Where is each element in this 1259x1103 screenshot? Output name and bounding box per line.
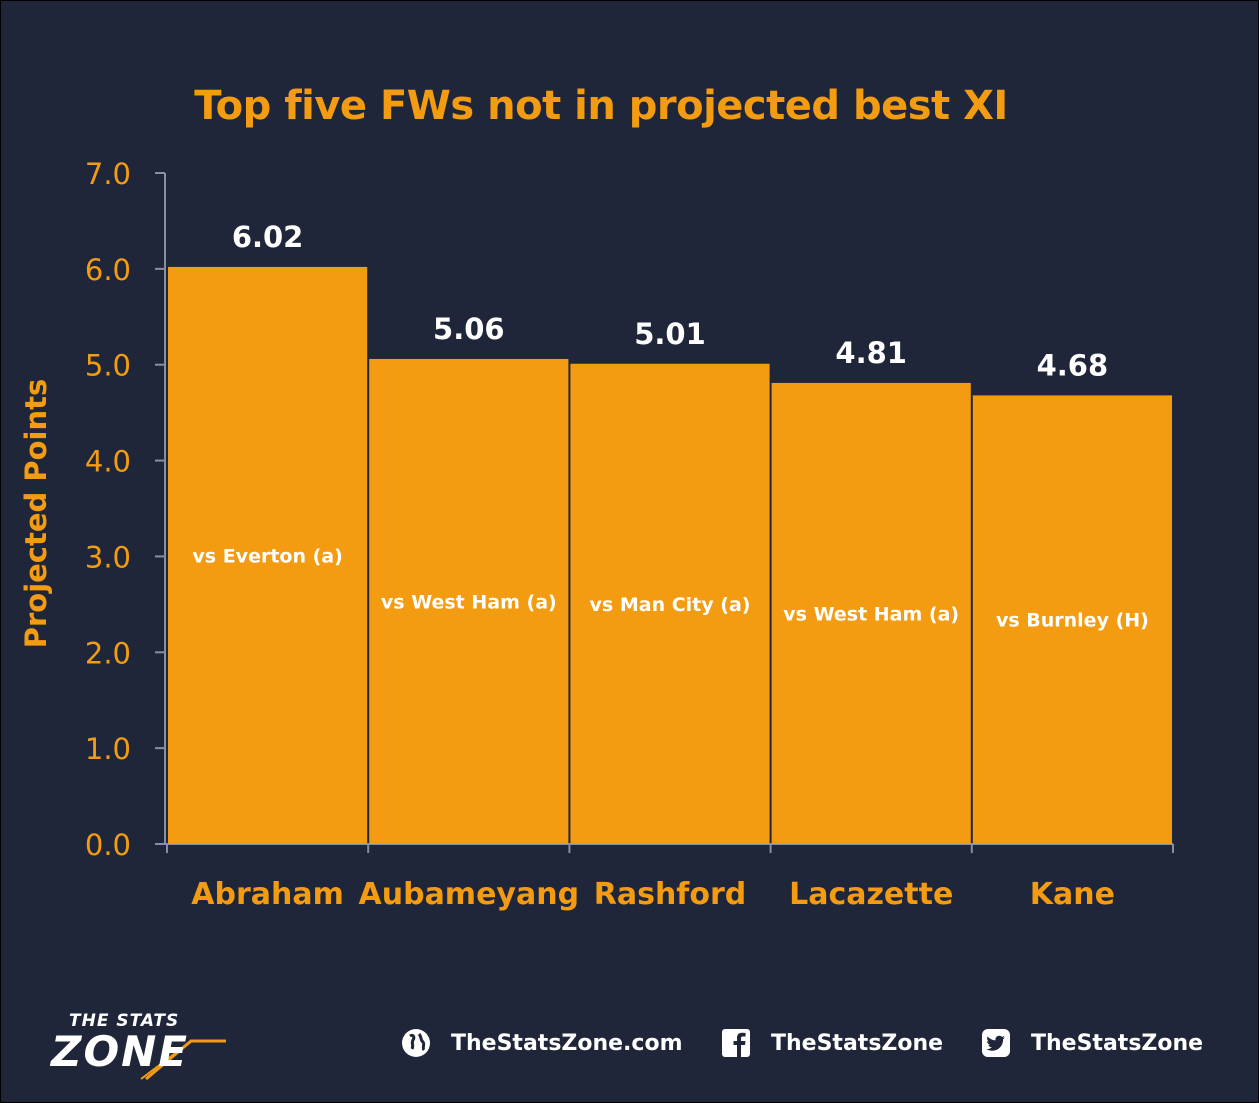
logo-text-bottom: ZONE <box>51 1027 189 1076</box>
globe-icon <box>401 1028 431 1058</box>
y-tick-label: 7.0 <box>85 157 131 191</box>
value-label: 5.01 <box>634 317 706 351</box>
x-tick-label: Abraham <box>191 877 344 912</box>
x-tick-label: Lacazette <box>789 877 953 912</box>
website-text: TheStatsZone.com <box>451 1030 683 1056</box>
y-tick-label: 1.0 <box>85 732 131 766</box>
bar-aubameyang <box>369 358 569 844</box>
brand-logo: THE STATS ZONE <box>51 1011 271 1081</box>
y-tick-label: 2.0 <box>85 636 131 670</box>
y-axis-title: Projected Points <box>19 379 53 649</box>
logo-text-top: THE STATS <box>69 1011 180 1031</box>
y-tick-label: 6.0 <box>85 253 131 287</box>
website-link[interactable]: TheStatsZone.com <box>401 1027 683 1059</box>
bar-abraham <box>168 266 368 844</box>
bar-fixture-label: vs Everton (a) <box>192 545 342 567</box>
y-tick-label: 5.0 <box>85 349 131 383</box>
facebook-icon <box>721 1028 751 1058</box>
bar-fixture-label: vs West Ham (a) <box>783 603 959 625</box>
twitter-icon <box>981 1028 1011 1058</box>
x-tick-label: Aubameyang <box>359 877 580 912</box>
value-label: 4.81 <box>835 336 907 370</box>
bar-fixture-label: vs Man City (a) <box>590 594 751 616</box>
facebook-text: TheStatsZone <box>771 1030 944 1056</box>
y-tick-label: 3.0 <box>85 540 131 574</box>
x-tick-label: Rashford <box>594 877 747 912</box>
bar-kane <box>972 395 1172 844</box>
twitter-text: TheStatsZone <box>1031 1030 1204 1056</box>
twitter-link[interactable]: TheStatsZone <box>981 1027 1203 1059</box>
bar-fixture-label: vs Burnley (H) <box>996 610 1149 632</box>
chart-title: Top five FWs not in projected best XI <box>194 83 1008 129</box>
value-label: 5.06 <box>433 312 505 346</box>
facebook-link[interactable]: TheStatsZone <box>721 1027 943 1059</box>
bar-rashford <box>570 363 770 844</box>
logo-graphic <box>140 1039 226 1081</box>
bar-lacazette <box>771 382 971 844</box>
value-label: 4.68 <box>1037 348 1109 382</box>
footer: THE STATS ZONE TheStatsZone.com TheStats… <box>1 1001 1259 1091</box>
value-label: 6.02 <box>232 220 304 254</box>
y-tick-label: 0.0 <box>85 828 131 862</box>
bar-fixture-label: vs West Ham (a) <box>381 591 557 613</box>
y-tick-label: 4.0 <box>85 445 131 479</box>
bar-chart: 0.0 1.0 2.0 3.0 4.0 5.0 6.0 7.0 Projected Points… <box>19 157 1174 912</box>
x-tick-label: Kane <box>1030 877 1115 912</box>
